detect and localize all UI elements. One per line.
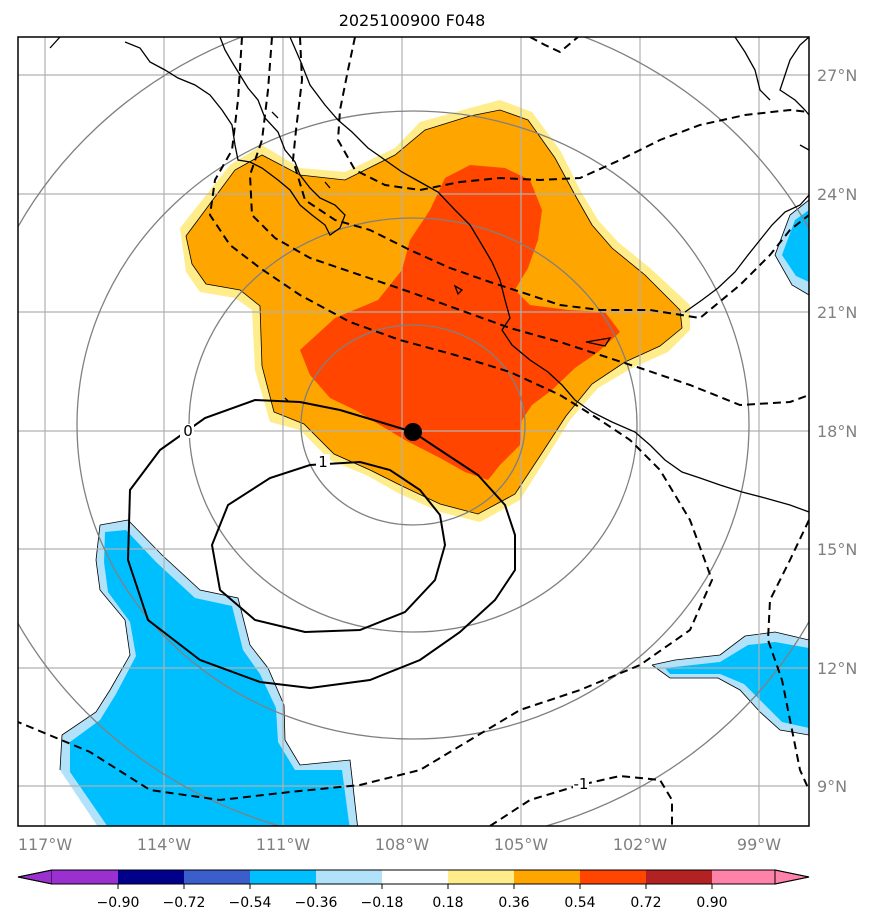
lon-label: 108°W: [375, 835, 430, 854]
contour-one: [210, 460, 447, 634]
lon-label: 102°W: [613, 835, 668, 854]
colorbar-segment: [118, 870, 184, 884]
colorbar-label: 0.72: [630, 895, 661, 911]
negative-mid-sw: [70, 530, 350, 826]
islands: [271, 111, 612, 403]
colorbar-segment: [52, 870, 118, 884]
colorbar-segment: [316, 870, 382, 884]
contour-label-neg-one: -1: [574, 775, 589, 793]
lon-label: 117°W: [18, 835, 73, 854]
lat-label: 21°N: [817, 303, 857, 322]
lon-label: 105°W: [494, 835, 549, 854]
yucatan-coast: [734, 37, 809, 151]
lat-label: 9°N: [817, 777, 847, 796]
baja-california-coast: [49, 37, 346, 236]
dashed-contours: [18, 37, 809, 826]
colorbar-label: 0.90: [696, 895, 727, 911]
solid-contours: [126, 398, 516, 690]
colorbar-segment: [712, 870, 775, 884]
lat-label: 15°N: [817, 540, 857, 559]
storm-center-marker: [404, 423, 422, 441]
positive-high-region: [300, 165, 620, 480]
colorbar-segment: [184, 870, 250, 884]
colorbar-label: −0.90: [97, 895, 140, 911]
lon-label: 114°W: [137, 835, 192, 854]
colorbar-label: 0.36: [498, 895, 529, 911]
coastlines: [49, 37, 809, 513]
colorbar-segment: [250, 870, 316, 884]
colorbar: −0.90 −0.72 −0.54 −0.36 −0.18 0.18 0.36 …: [17, 869, 810, 911]
map-area: 0 1 -1: [18, 37, 809, 826]
contour-label-group: 0 1 -1: [180, 422, 589, 793]
negative-mid-e: [782, 210, 809, 282]
colorbar-label: −0.36: [295, 895, 338, 911]
contour-label-one: 1: [318, 453, 328, 471]
lat-label: 12°N: [817, 659, 857, 678]
map-frame: [17, 36, 810, 827]
colorbar-label: −0.18: [361, 895, 404, 911]
lat-label: 27°N: [817, 66, 857, 85]
colorbar-label: 0.54: [564, 895, 595, 911]
colorbar-segment: [382, 870, 448, 884]
lon-label: 111°W: [256, 835, 311, 854]
colorbar-segment: [514, 870, 580, 884]
lat-tick-labels: 27°N 24°N 21°N 18°N 15°N 12°N 9°N: [817, 66, 857, 796]
contour-zero: [126, 398, 516, 690]
gulf-coast: [684, 37, 809, 313]
colorbar-segment: [448, 870, 514, 884]
lat-label: 24°N: [817, 185, 857, 204]
colorbar-label: −0.54: [229, 895, 272, 911]
colorbar-extend-low: [17, 869, 53, 885]
contour-label-zero: 0: [183, 422, 193, 440]
colorbar-segment: [646, 870, 712, 884]
gridlines: [18, 37, 809, 826]
colorbar-label: 0.18: [432, 895, 463, 911]
colorbar-extend-high: [774, 869, 810, 885]
colorbar-label: −0.72: [163, 895, 206, 911]
negative-mid-se: [665, 642, 809, 728]
shading-outline: [59, 109, 809, 826]
lat-label: 18°N: [817, 422, 857, 441]
map-title: 2025100900 F048: [339, 11, 486, 30]
colorbar-segment: [580, 870, 646, 884]
lon-label: 99°W: [737, 835, 781, 854]
mexico-mainland-coast: [289, 37, 809, 513]
lon-tick-labels: 117°W 114°W 111°W 108°W 105°W 102°W 99°W: [18, 835, 781, 854]
